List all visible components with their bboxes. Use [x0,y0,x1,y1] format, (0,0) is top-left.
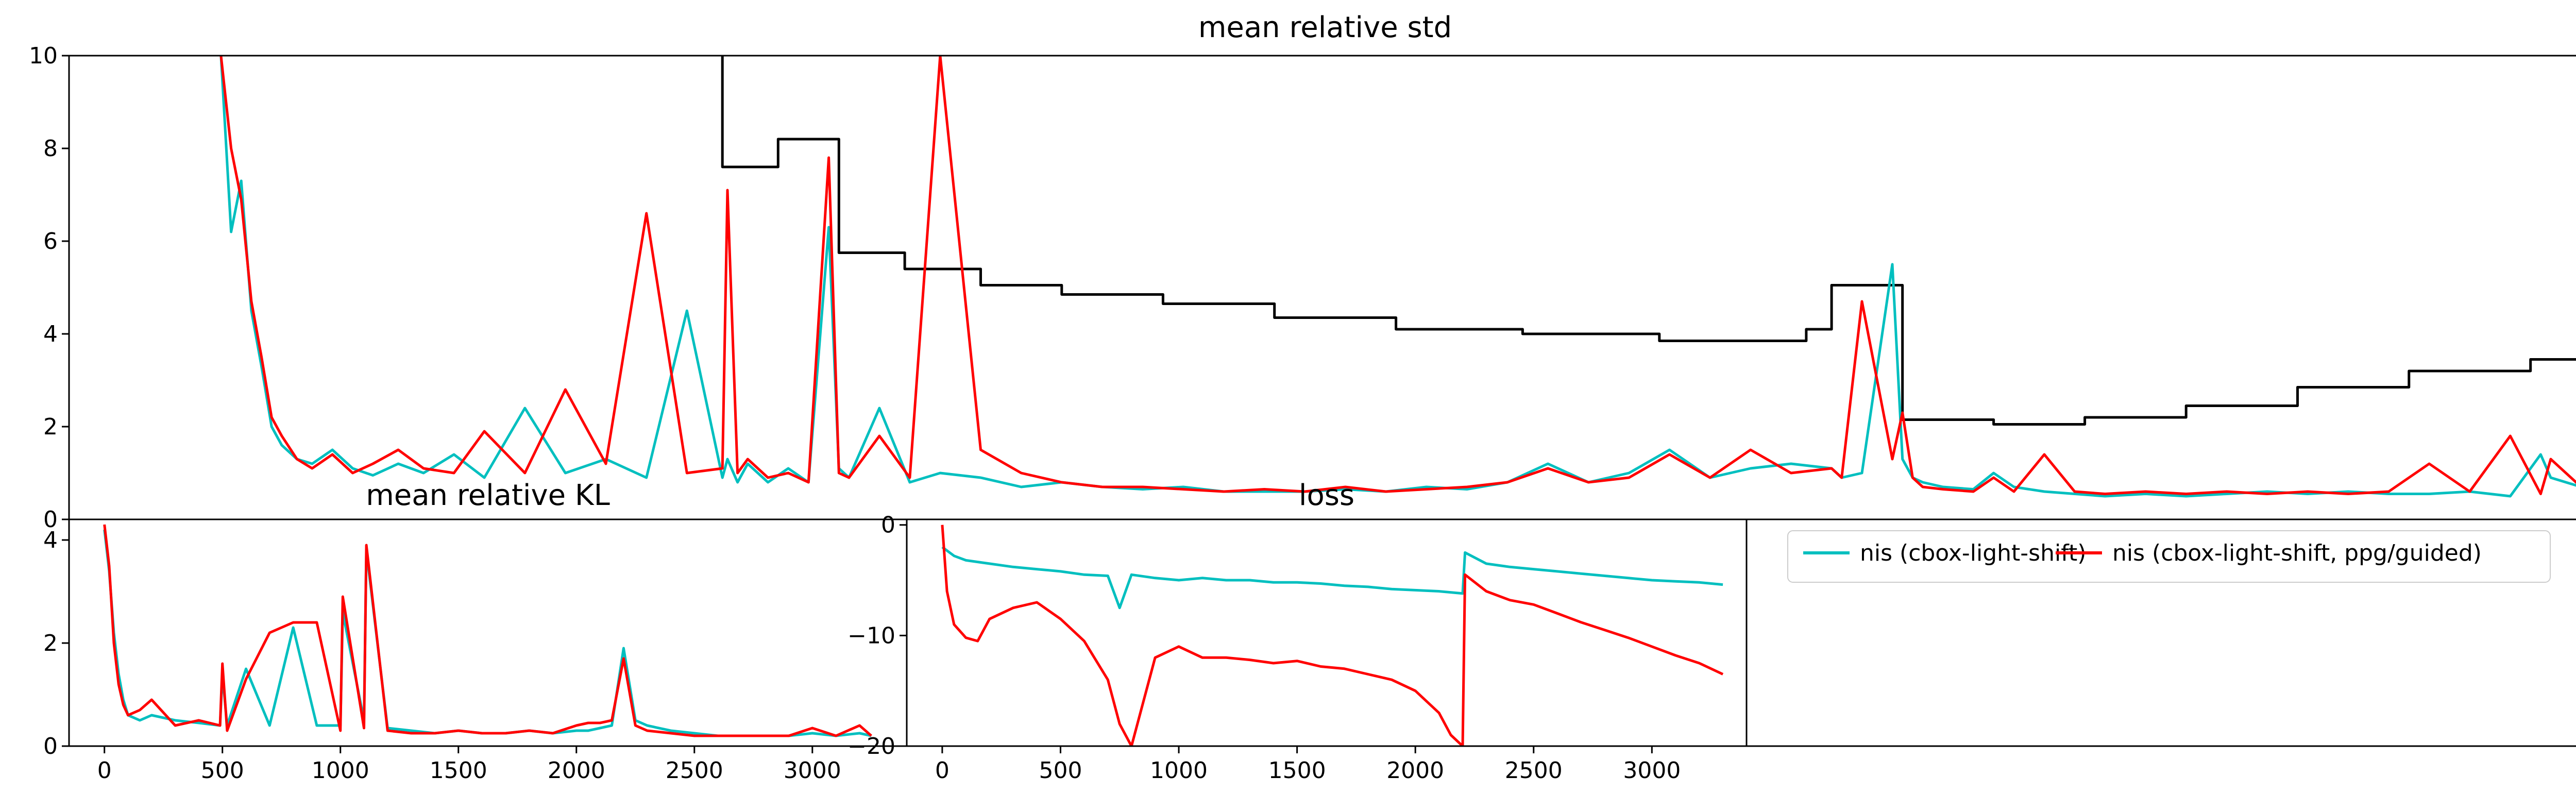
series-line-1 [941,525,1724,746]
std-title: mean relative std [1198,11,1452,44]
x-tick-label: 500 [201,757,244,784]
series-line-0 [941,546,1723,610]
x-tick-label: 2000 [1386,757,1444,784]
loss-axes-frame [906,518,1748,747]
x-tick-label: 2000 [548,757,605,784]
std-panel: mean relative std 0 2 4 6 8 10 [29,11,2576,533]
x-tick-label: 500 [1039,757,1082,784]
x-tick-label: 0 [935,757,950,784]
kl-plot-area [103,524,872,737]
y-tick-label: 2 [43,414,58,440]
std-plot-area [219,56,2576,498]
series-line-0 [103,529,872,737]
x-tick-label: 2500 [1505,757,1563,784]
x-tick-label: 1500 [1268,757,1326,784]
y-tick-label: 0 [43,733,58,760]
legend-axes-frame [1745,518,2576,747]
series-line-0 [721,56,2576,426]
series-line-1 [103,524,872,737]
y-tick-label: 4 [43,321,58,347]
y-tick-label: 0 [43,507,58,533]
y-tick-label: 2 [43,630,58,656]
x-tick-label: 2500 [666,757,723,784]
y-tick-label: 0 [881,512,895,538]
series-line-1 [219,56,2576,498]
x-tick-label: 1000 [312,757,369,784]
loss-title: loss [1299,479,1354,512]
x-tick-label: 0 [97,757,112,784]
series-line-2 [219,56,2576,495]
legend-label-cyan: nis (cbox-light-shift) [1860,540,2086,566]
y-tick-label: −20 [848,733,895,760]
legend-panel: nis (cbox-light-shift) nis (cbox-light-s… [1745,518,2576,747]
y-tick-label: 6 [43,228,58,255]
y-tick-label: 4 [43,527,58,553]
y-tick-label: 10 [29,43,58,69]
x-tick-label: 1000 [1150,757,1208,784]
loss-panel: 0 −10 −20 0 500 1000 1500 2000 2500 3000 loss [848,479,1748,784]
x-tick-label: 3000 [1623,757,1681,784]
x-tick-label: 3000 [784,757,841,784]
x-tick-label: 1500 [430,757,487,784]
y-tick-label: −10 [848,622,895,649]
std-yaxis: 0 2 4 6 8 10 [29,43,69,533]
std-axes-frame [68,55,2576,520]
kl-axes-frame [68,518,908,747]
y-tick-label: 8 [43,136,58,162]
kl-axes: 0 2 4 0 500 1000 1500 2000 2500 3000 [43,527,841,784]
kl-title: mean relative KL [366,479,610,512]
loss-plot-area [941,525,1724,746]
legend-label-red: nis (cbox-light-shift, ppg/guided) [2112,540,2482,566]
legend-box [1787,530,2551,583]
loss-axes: 0 −10 −20 0 500 1000 1500 2000 2500 3000 [848,512,1681,784]
